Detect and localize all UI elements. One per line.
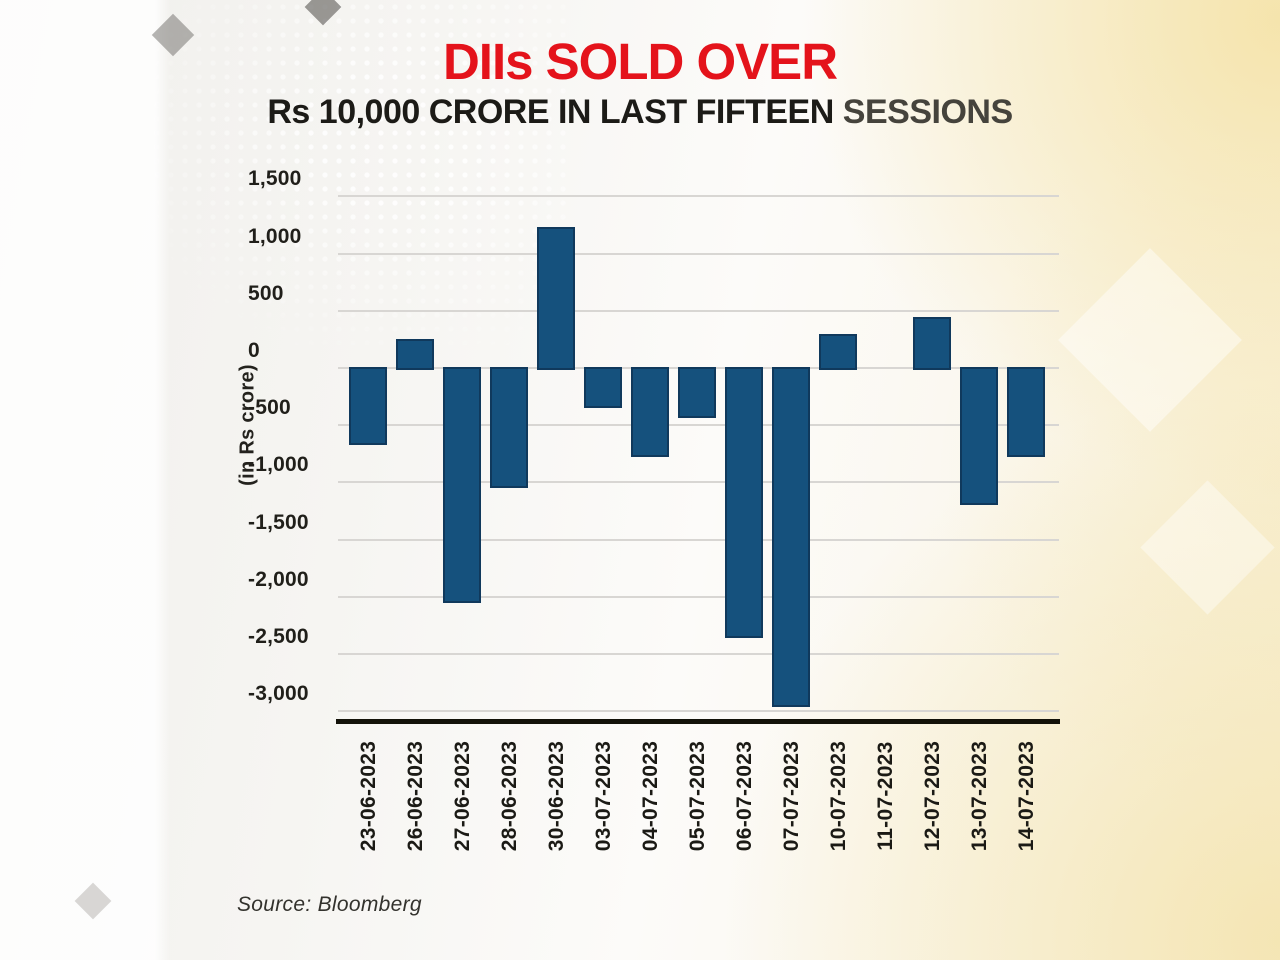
y-tick-label: 500 bbox=[248, 281, 284, 305]
gridline bbox=[338, 538, 1059, 541]
subheadline: Rs 10,000 CRORE IN LAST FIFTEEN SESSIONS bbox=[0, 93, 1280, 132]
x-tick-label: 27-06-2023 bbox=[450, 740, 474, 852]
halftone-dots-pattern bbox=[150, 0, 570, 345]
bar bbox=[442, 367, 481, 603]
bar bbox=[724, 367, 763, 638]
x-tick-label: 10-07-2023 bbox=[826, 740, 850, 852]
y-tick-label: -1,000 bbox=[248, 453, 309, 477]
x-tick-label: 28-06-2023 bbox=[497, 740, 521, 852]
gridline bbox=[338, 195, 1059, 198]
y-tick-label: -3,000 bbox=[248, 682, 309, 706]
x-tick-label: 03-07-2023 bbox=[591, 740, 615, 852]
bar bbox=[489, 367, 528, 489]
headline: DIIs SOLD OVER bbox=[442, 33, 838, 90]
bar bbox=[677, 367, 716, 419]
x-tick-label: 30-06-2023 bbox=[544, 740, 568, 852]
bar bbox=[630, 367, 669, 458]
bar bbox=[771, 367, 810, 707]
y-tick-label: -2,000 bbox=[248, 567, 309, 591]
x-axis-line bbox=[336, 719, 1060, 724]
subheadline-gray: SESSIONS bbox=[842, 93, 1013, 132]
x-tick-label: 14-07-2023 bbox=[1014, 740, 1038, 852]
x-tick-label: 11-07-2023 bbox=[873, 741, 897, 851]
bar bbox=[536, 227, 575, 370]
chart-header: DIIs SOLD OVER Rs 10,000 CRORE IN LAST F… bbox=[0, 34, 1280, 131]
source-note: Source: Bloomberg bbox=[237, 893, 422, 916]
bar bbox=[959, 367, 998, 506]
y-tick-label: -1,500 bbox=[248, 510, 309, 534]
x-tick-label: 12-07-2023 bbox=[920, 740, 944, 852]
x-tick-label: 04-07-2023 bbox=[638, 740, 662, 852]
gridline bbox=[338, 710, 1059, 713]
gridline bbox=[338, 252, 1059, 255]
x-tick-label: 06-07-2023 bbox=[732, 740, 756, 852]
gridline bbox=[338, 424, 1059, 427]
gridline bbox=[338, 481, 1059, 484]
bar bbox=[1006, 367, 1045, 458]
gridline bbox=[338, 309, 1059, 312]
x-tick-label: 23-06-2023 bbox=[356, 740, 380, 852]
y-tick-label: 1,000 bbox=[248, 224, 302, 248]
x-tick-label: 07-07-2023 bbox=[779, 740, 803, 852]
bar bbox=[818, 333, 857, 370]
y-tick-label: -500 bbox=[248, 396, 291, 420]
bar bbox=[583, 367, 622, 409]
gridline bbox=[338, 653, 1059, 655]
bar bbox=[348, 367, 387, 445]
y-tick-label: 0 bbox=[248, 339, 260, 362]
x-tick-label: 05-07-2023 bbox=[685, 740, 709, 852]
subheadline-black: Rs 10,000 CRORE IN LAST FIFTEEN bbox=[267, 93, 834, 132]
bar bbox=[912, 316, 951, 370]
bar bbox=[395, 339, 434, 370]
y-tick-label: 1,500 bbox=[248, 167, 302, 191]
gridline bbox=[338, 595, 1059, 598]
x-tick-label: 13-07-2023 bbox=[967, 740, 991, 852]
y-tick-label: -2,500 bbox=[248, 625, 309, 648]
x-tick-label: 26-06-2023 bbox=[403, 740, 427, 852]
